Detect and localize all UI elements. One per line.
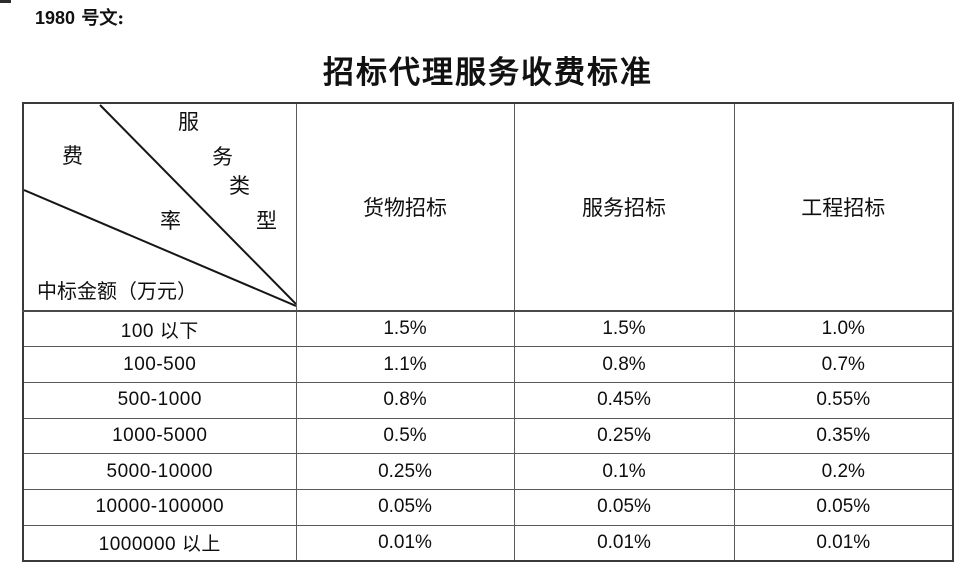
rate-value-cell: 0.55% (733, 381, 954, 419)
rate-value-cell: 0.45% (513, 381, 735, 419)
rate-value-cell: 0.05% (733, 488, 954, 526)
diagonal-corner-cell: 服 务 类 型 费 率 中标金额（万元） (22, 102, 297, 312)
corner-label-service-type-char: 型 (256, 209, 277, 233)
corner-label-service-type-char: 类 (229, 174, 250, 198)
amount-range-cell: 5000-10000 (22, 453, 297, 490)
column-header-engineering: 工程招标 (733, 102, 954, 312)
rate-value-cell: 0.01% (295, 524, 515, 562)
table-row: 5000-10000 0.25% 0.1% 0.2% (22, 453, 954, 490)
rate-value-cell: 0.7% (733, 346, 954, 383)
doc-number: 1980 (35, 8, 76, 28)
corner-label-rate-char: 费 (62, 144, 83, 168)
rate-value-cell: 1.5% (513, 310, 735, 348)
rate-value-cell: 0.05% (295, 488, 515, 526)
rate-value-cell: 1.0% (733, 310, 954, 348)
amount-range-cell: 1000-5000 (22, 417, 297, 455)
rate-value-cell: 0.2% (733, 453, 954, 490)
rate-value-cell: 0.1% (513, 453, 735, 490)
amount-range-cell: 100-500 (22, 346, 297, 383)
table-row: 10000-100000 0.05% 0.05% 0.05% (22, 488, 954, 526)
table-row: 1000-5000 0.5% 0.25% 0.35% (22, 417, 954, 455)
table-row: 100 以下 1.5% 1.5% 1.0% (22, 310, 954, 348)
page-title: 招标代理服务收费标准 (323, 55, 653, 91)
rate-value-cell: 0.05% (513, 488, 735, 526)
doc-number-heading: 1980 号文: (35, 7, 124, 30)
rate-value-cell: 1.5% (295, 310, 515, 348)
rate-value-cell: 0.01% (513, 524, 735, 562)
rate-value-cell: 0.5% (295, 417, 515, 455)
scan-edge-artifact (0, 0, 11, 3)
fee-table-body: 100 以下 1.5% 1.5% 1.0% 100-500 1.1% 0.8% 0.7% 500… (22, 310, 954, 562)
column-header-service: 服务招标 (513, 102, 735, 312)
corner-label-amount: 中标金额（万元） (37, 279, 197, 303)
rate-value-cell: 0.01% (733, 524, 954, 562)
column-header-goods: 货物招标 (295, 102, 515, 312)
corner-label-service-type-char: 服 (178, 110, 199, 134)
rate-value-cell: 0.8% (513, 346, 735, 383)
rate-value-cell: 0.25% (513, 417, 735, 455)
rate-value-cell: 1.1% (295, 346, 515, 383)
table-row: 1000000 以上 0.01% 0.01% 0.01% (22, 524, 954, 562)
rate-value-cell: 0.25% (295, 453, 515, 490)
corner-label-rate-char: 率 (160, 209, 181, 233)
corner-label-service-type-char: 务 (212, 145, 233, 169)
doc-number-suffix: 号文: (75, 8, 124, 29)
rate-value-cell: 0.8% (295, 381, 515, 419)
amount-range-cell: 500-1000 (22, 381, 297, 419)
fee-standard-table: 服 务 类 型 费 率 中标金额（万元） 货物招标 服务招标 工程招标 100 … (22, 102, 954, 562)
header-row: 服 务 类 型 费 率 中标金额（万元） 货物招标 服务招标 工程招标 (22, 102, 954, 312)
rate-value-cell: 0.35% (733, 417, 954, 455)
table-row: 500-1000 0.8% 0.45% 0.55% (22, 381, 954, 419)
amount-range-cell: 100 以下 (22, 310, 297, 348)
amount-range-cell: 10000-100000 (22, 488, 297, 526)
table-row: 100-500 1.1% 0.8% 0.7% (22, 346, 954, 383)
amount-range-cell: 1000000 以上 (22, 524, 297, 562)
diagonal-divider-lines (24, 104, 295, 307)
